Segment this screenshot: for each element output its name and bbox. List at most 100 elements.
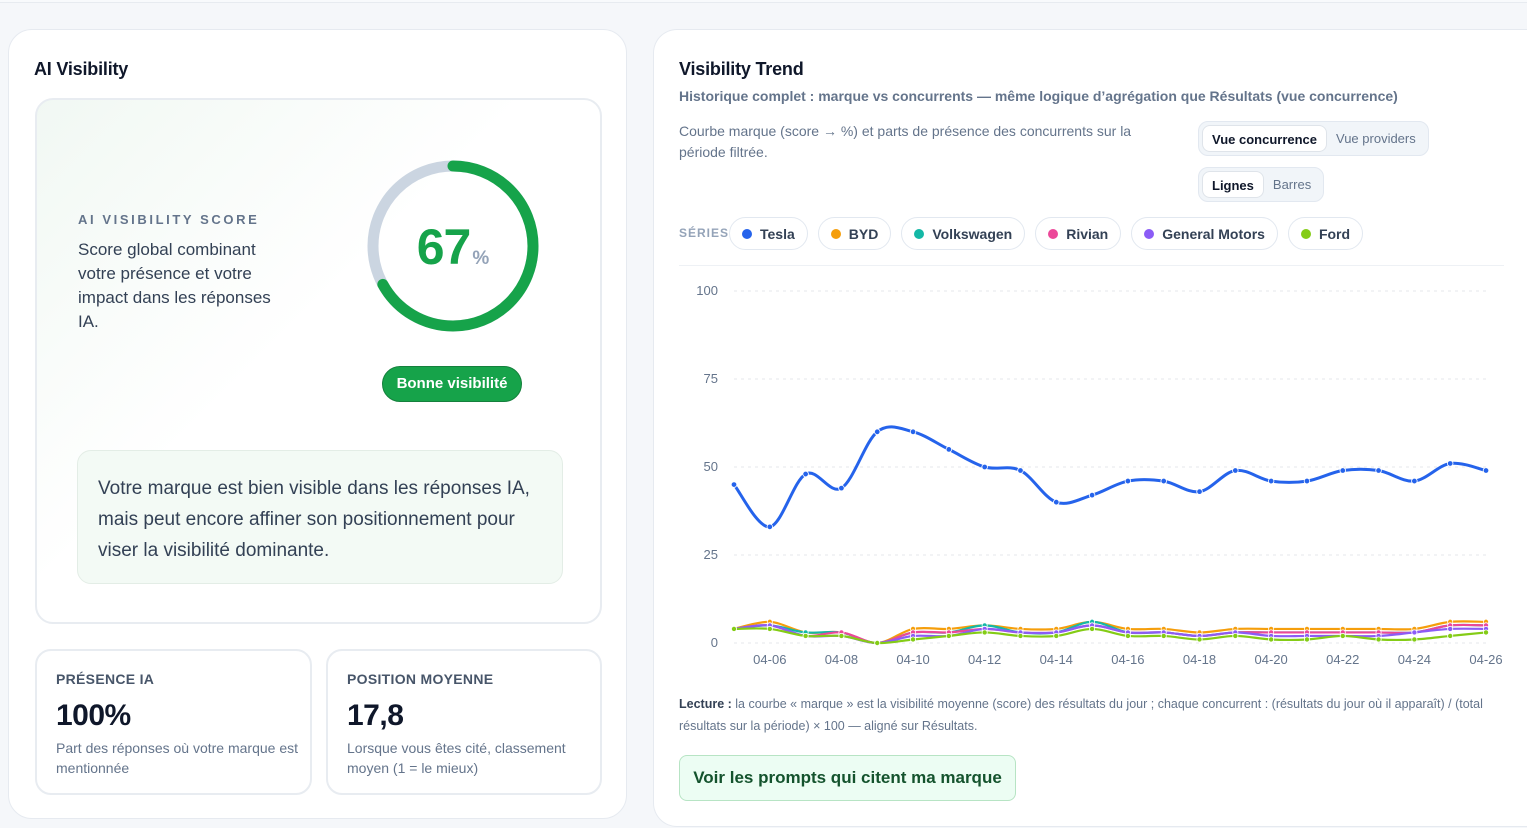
data-point-ford	[1089, 625, 1096, 632]
data-point-tesla	[945, 446, 953, 453]
data-point-ford	[981, 629, 988, 636]
data-point-ford	[1232, 632, 1239, 639]
data-point-ford	[1339, 632, 1346, 639]
score-kicker: AI VISIBILITY SCORE	[78, 212, 260, 227]
reading-note: Lecture : la courbe « marque » est la vi…	[679, 693, 1499, 737]
data-point-ford	[766, 625, 773, 632]
metric-position: POSITION MOYENNE 17,8 Lorsque vous êtes …	[326, 649, 602, 795]
ai-visibility-title: AI Visibility	[34, 59, 129, 79]
x-tick-label: 04-08	[825, 652, 858, 667]
data-point-tesla	[1446, 460, 1454, 467]
chart-type-toggle: Lignes Barres	[1198, 167, 1325, 202]
reading-text: la courbe « marque » est la visibilité m…	[679, 697, 1483, 733]
series-chip-byd[interactable]: BYD	[817, 217, 892, 250]
data-point-tesla	[1124, 477, 1132, 485]
y-tick-label: 25	[704, 547, 718, 562]
x-tick-label: 04-16	[1111, 652, 1144, 667]
x-tick-label: 04-20	[1255, 652, 1288, 667]
data-point-ford	[910, 636, 917, 643]
metric-presence: PRÉSENCE IA 100% Part des réponses où vo…	[35, 649, 312, 795]
ai-visibility-card: AI Visibility AI VISIBILITY SCORE Score …	[8, 29, 627, 819]
data-point-tesla	[766, 523, 774, 531]
metric-description: Part des réponses où votre marque est me…	[56, 740, 299, 776]
x-tick-label: 04-22	[1326, 652, 1359, 667]
view-prompts-button[interactable]: Voir les prompts qui citent ma marque	[679, 755, 1016, 801]
data-point-tesla	[981, 463, 988, 471]
data-point-tesla	[1160, 477, 1167, 485]
data-point-ford	[1411, 636, 1418, 643]
metric-value: 17,8	[347, 699, 404, 732]
x-tick-label: 04-18	[1183, 652, 1216, 667]
score-value: 67%	[364, 218, 542, 276]
data-point-ford	[1053, 632, 1060, 639]
series-chip-tesla[interactable]: Tesla	[729, 217, 808, 250]
data-point-tesla	[1017, 467, 1024, 474]
data-point-ford	[874, 640, 881, 647]
data-point-ford	[1483, 629, 1490, 636]
series-dot-icon	[914, 228, 925, 239]
tab-vue-concurrence[interactable]: Vue concurrence	[1202, 125, 1328, 152]
visibility-badge: Bonne visibilité	[382, 366, 522, 402]
data-point-tesla	[874, 428, 881, 435]
data-point-ford	[838, 632, 845, 639]
series-chip-label: Volkswagen	[932, 225, 1013, 242]
data-point-tesla	[909, 428, 917, 435]
reading-label: Lecture :	[679, 697, 732, 711]
top-divider	[0, 0, 1527, 3]
series-dot-icon	[1144, 228, 1155, 239]
series-chip-general-motors[interactable]: General Motors	[1131, 217, 1278, 250]
series-dot-icon	[1300, 228, 1311, 239]
divider	[679, 265, 1504, 266]
series-dot-icon	[1048, 228, 1059, 239]
series-chip-ford[interactable]: Ford	[1287, 217, 1364, 250]
data-point-ford	[731, 625, 738, 632]
visibility-verdict: Votre marque est bien visible dans les r…	[77, 450, 563, 584]
data-point-tesla	[1088, 491, 1096, 499]
x-tick-label: 04-06	[753, 652, 786, 667]
data-point-ford	[1447, 632, 1454, 639]
series-line-ford	[732, 627, 1488, 645]
x-tick-label: 04-24	[1398, 652, 1431, 667]
data-point-tesla	[838, 484, 845, 492]
series-chip-volkswagen[interactable]: Volkswagen	[901, 217, 1026, 250]
y-tick-label: 100	[696, 283, 718, 298]
score-gauge	[367, 160, 539, 332]
data-point-ford	[1017, 632, 1024, 639]
series-dot-icon	[742, 228, 752, 239]
y-tick-label: 50	[704, 459, 718, 474]
data-point-ford	[1375, 636, 1382, 643]
data-point-tesla	[1232, 467, 1239, 474]
data-point-tesla	[730, 481, 738, 488]
trend-subtitle: Historique complet : marque vs concurren…	[679, 88, 1398, 104]
x-tick-label: 04-26	[1469, 652, 1502, 667]
series-chip-label: BYD	[848, 225, 879, 242]
data-point-tesla	[1196, 488, 1203, 495]
data-point-general-motors	[1411, 629, 1418, 636]
series-chip-rivian[interactable]: Rivian	[1035, 217, 1122, 250]
metric-value: 100%	[56, 699, 131, 732]
score-number: 67	[416, 219, 472, 275]
series-chip-label: Tesla	[760, 225, 795, 242]
score-unit: %	[472, 248, 490, 269]
score-panel: AI VISIBILITY SCORE Score global combina…	[35, 98, 602, 624]
metric-label: POSITION MOYENNE	[347, 671, 494, 687]
metric-label: PRÉSENCE IA	[56, 671, 155, 687]
data-point-tesla	[1053, 499, 1060, 506]
score-description: Score global combinant votre présence et…	[78, 240, 271, 331]
data-point-tesla	[1375, 467, 1382, 474]
x-tick-label: 04-12	[968, 652, 1001, 667]
data-point-tesla	[1267, 477, 1275, 485]
data-point-tesla	[1411, 477, 1418, 485]
data-point-ford	[1196, 636, 1203, 643]
series-dot-icon	[830, 228, 841, 239]
series-chip-label: General Motors	[1162, 225, 1265, 242]
tab-lignes[interactable]: Lignes	[1202, 171, 1264, 198]
data-point-tesla	[1303, 477, 1311, 485]
series-chip-label: Rivian	[1066, 225, 1109, 242]
series-line-tesla	[732, 425, 1488, 529]
data-point-ford	[1303, 636, 1310, 643]
data-point-ford	[1160, 632, 1167, 639]
view-toggle: Vue concurrence Vue providers	[1198, 121, 1429, 156]
tab-vue-providers[interactable]: Vue providers	[1336, 131, 1416, 146]
tab-barres[interactable]: Barres	[1272, 177, 1312, 192]
